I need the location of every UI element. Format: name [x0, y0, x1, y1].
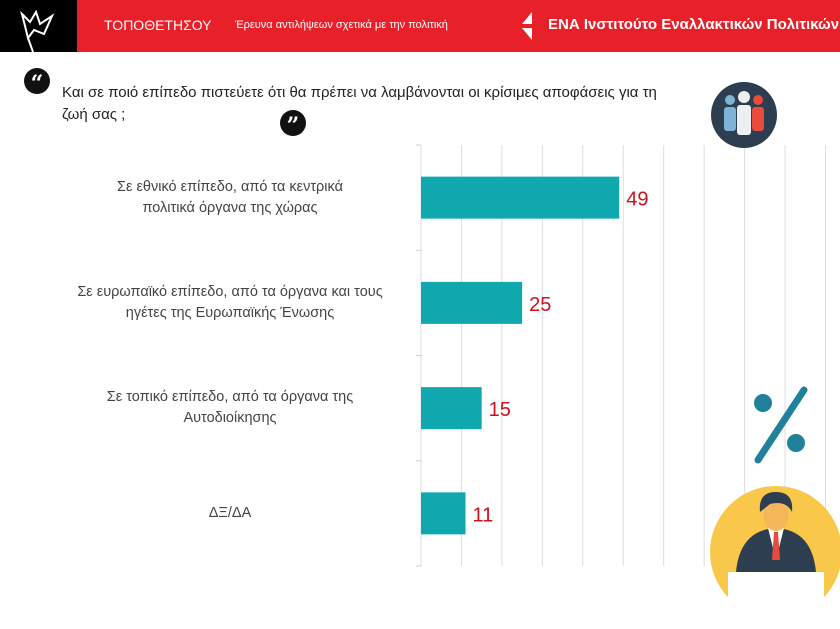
- data-label: 15: [489, 399, 511, 421]
- ena-logo-icon: [522, 12, 532, 40]
- category-label: ΔΞ/ΔΑ: [50, 503, 410, 524]
- flag-logo-icon: [0, 0, 77, 52]
- category-label-line: πολιτικά όργανα της χώρας: [142, 199, 318, 216]
- category-label-line: ΔΞ/ΔΑ: [208, 504, 252, 521]
- category-label-line: Σε εθνικό επίπεδο, από τα κεντρικά: [116, 178, 343, 195]
- category-label-line: Σε ευρωπαϊκό επίπεδο, από τα όργανα και …: [77, 283, 383, 300]
- category-label: Σε εθνικό επίπεδο, από τα κεντρικά πολιτι…: [50, 177, 410, 219]
- data-label: 49: [626, 189, 648, 211]
- data-label: 25: [529, 294, 551, 316]
- bar: [421, 176, 620, 219]
- header-subtitle: Έρευνα αντιλήψεων σχετικά με την πολιτικ…: [235, 19, 448, 31]
- category-label: Σε ευρωπαϊκό επίπεδο, από τα όργανα και …: [50, 282, 410, 324]
- category-label: Σε τοπικό επίπεδο, από τα όργανα της Αυτο…: [50, 387, 410, 429]
- bar: [421, 492, 466, 535]
- category-label-line: Σε τοπικό επίπεδο, από τα όργανα της: [106, 389, 354, 406]
- category-label-line: ηγέτες της Ευρωπαϊκής Ένωσης: [125, 304, 335, 321]
- close-quote-icon: ”: [280, 110, 306, 139]
- header-bar: [0, 0, 840, 52]
- brand-name: ΤΟΠΟΘΕΤΗΣΟΥ: [104, 17, 212, 33]
- open-quote-icon: “: [24, 68, 50, 97]
- bar: [421, 387, 482, 430]
- category-label-line: Αυτοδιοίκησης: [183, 410, 277, 427]
- question-title: Και σε ποιό επίπεδο πιστεύετε ότι θα πρέ…: [62, 84, 657, 123]
- data-label: 11: [472, 504, 493, 526]
- institute-name: ΕΝΑ Ινστιτούτο Εναλλακτικών Πολιτικών: [548, 16, 840, 33]
- bar: [421, 281, 523, 324]
